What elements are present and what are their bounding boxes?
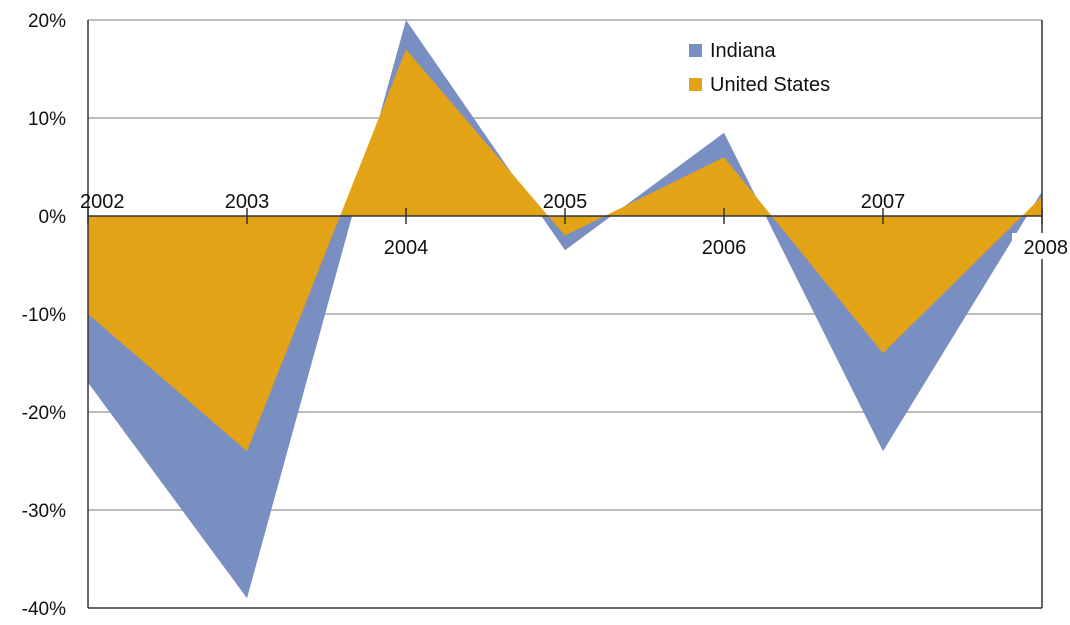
y-tick-label: 10% — [28, 109, 66, 130]
y-tick-label: -10% — [22, 305, 66, 326]
legend-label: United States — [710, 74, 830, 96]
x-tick-label: 2002 — [80, 191, 125, 213]
series-area-united-states — [88, 49, 1042, 452]
x-tick-label: 2004 — [384, 237, 429, 259]
x-tick-label: 2007 — [861, 191, 906, 213]
y-tick-label: 0% — [39, 207, 67, 228]
x-axis-tick-labels: 2002 2003 2004 2005 2006 2007 2008 — [80, 191, 1070, 259]
x-tick-label: 2005 — [543, 191, 588, 213]
series-areas — [88, 20, 1042, 599]
legend-swatch — [689, 78, 702, 91]
x-tick-label-background — [1012, 233, 1070, 259]
axes — [87, 20, 1043, 609]
legend: Indiana United States — [689, 40, 830, 96]
y-tick-label: 20% — [28, 11, 66, 32]
x-tick-label: 2003 — [225, 191, 270, 213]
legend-swatch — [689, 44, 702, 57]
x-tick-label: 2006 — [702, 237, 747, 259]
legend-label: Indiana — [710, 40, 776, 62]
y-axis-tick-labels: 20% 10% 0% -10% -20% -30% -40% — [22, 11, 66, 620]
x-tick-label: 2008 — [1024, 237, 1069, 259]
y-tick-label: -40% — [22, 599, 66, 620]
y-tick-label: -20% — [22, 403, 66, 424]
y-tick-label: -30% — [22, 501, 66, 522]
